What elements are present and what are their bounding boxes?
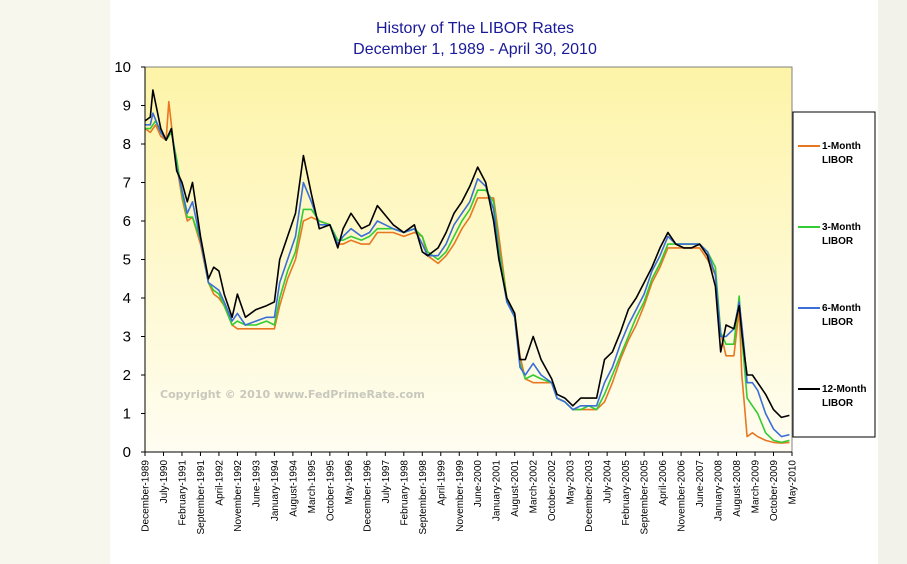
x-tick-label: January-2001	[492, 460, 503, 522]
x-tick-label: April-2006	[658, 460, 669, 506]
x-tick-label: February-2005	[621, 460, 632, 526]
x-tick-labels: December-1989 July-1990 February-1991 Septe…	[141, 452, 799, 535]
x-tick-label: May-2010	[788, 460, 799, 505]
x-tick-label: November-2006	[677, 460, 688, 532]
y-tick-label: 2	[123, 367, 131, 384]
x-tick-label: September-1991	[196, 460, 207, 535]
chart-title: History of The LIBOR Rates	[376, 20, 574, 37]
left-background-strip	[0, 0, 110, 564]
x-tick-label: April-1999	[436, 460, 447, 506]
x-tick-label: October-2002	[547, 460, 558, 522]
series-group	[144, 89, 790, 444]
x-tick-label: February-1998	[399, 460, 410, 526]
legend-box	[792, 111, 876, 438]
watermark-group: Copyright © 2010 www.FedPrimeRate.com	[160, 388, 425, 401]
x-tick-label: March-2002	[529, 460, 540, 514]
series-line-12-month-libor	[144, 89, 790, 419]
y-tick-label: 9	[123, 98, 131, 115]
x-tick-label: October-2009	[769, 460, 780, 522]
y-tick-label: 1	[123, 406, 131, 423]
legend-label: LIBOR	[822, 236, 854, 247]
y-tick-labels: 0 1 2 3 4 5 6 7 8 9 10	[114, 59, 145, 461]
legend-label: 6-Month	[822, 303, 861, 314]
title-group: History of The LIBOR Rates December 1, 1…	[353, 20, 597, 58]
x-tick-label: April-1992	[214, 460, 225, 506]
x-tick-label: June-1993	[251, 460, 262, 508]
legend: 1-Month LIBOR 3-Month LIBOR 6-Month LIBOR 12-M…	[792, 111, 876, 438]
y-tick-label: 0	[123, 444, 131, 461]
x-tick-label: March-2009	[751, 460, 762, 514]
x-tick-label: May-1996	[344, 460, 355, 505]
legend-label: 1-Month	[822, 141, 861, 152]
legend-label: LIBOR	[822, 317, 854, 328]
x-tick-label: July-2004	[603, 460, 614, 504]
x-tick-label: October-1995	[325, 460, 336, 522]
x-tick-label: January-2008	[714, 460, 725, 522]
x-tick-label: January-1994	[270, 460, 281, 522]
x-tick-label: December-1996	[362, 460, 373, 532]
y-tick-label: 7	[123, 175, 131, 192]
x-tick-label: February-1991	[178, 460, 189, 526]
y-tick-label: 5	[123, 252, 131, 269]
x-tick-label: June-2007	[695, 460, 706, 508]
chart-subtitle: December 1, 1989 - April 30, 2010	[353, 41, 597, 58]
y-tick-label: 6	[123, 213, 131, 230]
legend-label: LIBOR	[822, 155, 854, 166]
x-tick-label: June-2000	[473, 460, 484, 508]
x-tick-label: August-2001	[510, 460, 521, 517]
x-tick-label: August-1994	[288, 460, 299, 517]
y-tick-label: 8	[123, 136, 131, 153]
x-tick-label: July-1997	[381, 460, 392, 504]
legend-label: LIBOR	[822, 398, 854, 409]
x-tick-label: August-2008	[732, 460, 743, 517]
y-tick-label: 4	[123, 290, 131, 307]
x-tick-label: July-1990	[159, 460, 170, 504]
x-tick-label: November-1999	[455, 460, 466, 532]
x-tick-label: December-2003	[584, 460, 595, 532]
right-background-strip	[878, 0, 907, 564]
x-tick-label: May-2003	[566, 460, 577, 505]
x-tick-label: November-1992	[233, 460, 244, 532]
x-tick-label: March-1995	[307, 460, 318, 514]
x-tick-label: September-2005	[640, 460, 651, 535]
plot-area	[144, 66, 793, 453]
x-tick-label: December-1989	[141, 460, 152, 532]
legend-label: 3-Month	[822, 222, 861, 233]
y-tick-label: 10	[114, 59, 131, 76]
x-tick-label: September-1998	[418, 460, 429, 535]
legend-label: 12-Month	[822, 384, 866, 395]
y-tick-label: 3	[123, 329, 131, 346]
plot-background	[144, 66, 793, 453]
watermark-text: Copyright © 2010 www.FedPrimeRate.com	[160, 388, 425, 401]
